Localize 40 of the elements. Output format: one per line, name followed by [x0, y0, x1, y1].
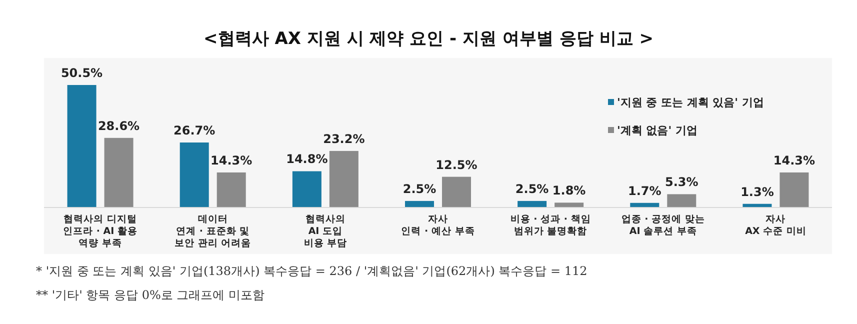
data-label: 1.3% — [740, 184, 774, 199]
text: ** '기타' 항목 응답 0%로 그래프에 미포함 — [36, 288, 265, 302]
bar — [405, 200, 434, 207]
data-label: 12.5% — [436, 158, 478, 172]
x-tick-label: 자사 AX 수준 미비 — [745, 214, 806, 237]
x-tick-label: 협력사의 AI 도입 비용 부담 — [304, 214, 348, 249]
bar — [742, 204, 772, 207]
x-tick-label: 비용 · 성과 · 책임 범위가 불명확함 — [510, 214, 591, 237]
data-label: 14.3% — [773, 153, 816, 168]
bar — [667, 194, 696, 207]
data-label: 14.3% — [210, 153, 252, 168]
x-tick-label: 자사 인력 · 예산 부족 — [401, 214, 475, 237]
text: * '지원 중 또는 계획 있음' 기업(138개사) 복수응답 = 236 / '계획없음' 기업(62개사) 복수응답 = 112 — [36, 264, 588, 278]
legend-label: '계획 없음' 기업 — [617, 124, 698, 137]
bar — [104, 138, 134, 207]
data-label: 50.5% — [60, 66, 103, 80]
bar — [518, 200, 547, 207]
data-label: 26.7% — [174, 123, 216, 138]
bar — [329, 150, 358, 207]
data-label: 28.6% — [98, 118, 140, 133]
data-label: 2.5% — [402, 182, 436, 196]
data-label: 14.8% — [286, 152, 328, 166]
x-tick-label: 데이터 연계 · 표준화 및 보안 관리 어려움 — [174, 214, 252, 249]
bar — [180, 142, 209, 207]
legend-label: '지원 중 또는 계획 있음' 기업 — [617, 96, 764, 109]
x-tick-label: 업종 · 공정에 맞는 AI 솔루션 부족 — [621, 214, 705, 237]
bar — [780, 172, 809, 207]
bar — [67, 85, 96, 207]
data-label: 1.7% — [628, 184, 662, 198]
chart-title: <협력사 AX 지원 시 제약 요인 - 지원 여부별 응답 비교 > — [204, 29, 654, 49]
bar — [442, 176, 471, 207]
data-label: 5.3% — [665, 175, 698, 190]
data-label: 2.5% — [515, 182, 549, 196]
bar — [216, 172, 246, 207]
data-label: 23.2% — [323, 132, 365, 146]
bar — [630, 202, 660, 207]
bar — [554, 202, 584, 207]
x-tick-label: 협력사의 디지털 인프라 · AI 활용 역량 부족 — [63, 214, 138, 249]
data-label: 1.8% — [552, 184, 586, 198]
bar — [292, 171, 322, 207]
